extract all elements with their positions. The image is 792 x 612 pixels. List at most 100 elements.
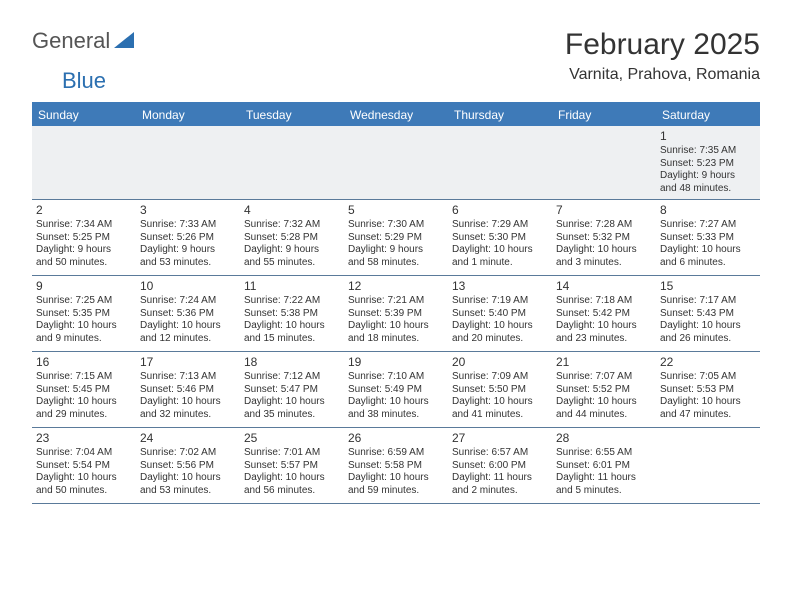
sunset-text: Sunset: 5:29 PM [348,232,444,245]
day-number: 9 [36,279,132,294]
daylight-text: Daylight: 9 hours [348,244,444,257]
day-cell: 15Sunrise: 7:17 AMSunset: 5:43 PMDayligh… [656,276,760,351]
weeks-container: 1Sunrise: 7:35 AMSunset: 5:23 PMDaylight… [32,126,760,504]
day-cell: 23Sunrise: 7:04 AMSunset: 5:54 PMDayligh… [32,428,136,503]
daylight-text: Daylight: 9 hours [36,244,132,257]
daylight-text: Daylight: 10 hours [348,320,444,333]
daylight-text: Daylight: 10 hours [348,472,444,485]
daylight-text: Daylight: 10 hours [452,396,548,409]
daylight-text: and 38 minutes. [348,409,444,422]
sunset-text: Sunset: 5:52 PM [556,384,652,397]
daylight-text: Daylight: 11 hours [452,472,548,485]
day-cell: 7Sunrise: 7:28 AMSunset: 5:32 PMDaylight… [552,200,656,275]
sunrise-text: Sunrise: 7:25 AM [36,295,132,308]
day-cell: 3Sunrise: 7:33 AMSunset: 5:26 PMDaylight… [136,200,240,275]
sunset-text: Sunset: 5:53 PM [660,384,756,397]
daylight-text: and 48 minutes. [660,183,756,196]
sunset-text: Sunset: 5:36 PM [140,308,236,321]
sunrise-text: Sunrise: 7:30 AM [348,219,444,232]
day-cell: 6Sunrise: 7:29 AMSunset: 5:30 PMDaylight… [448,200,552,275]
sunrise-text: Sunrise: 7:21 AM [348,295,444,308]
day-number: 5 [348,203,444,218]
sunset-text: Sunset: 5:32 PM [556,232,652,245]
dayhead: Wednesday [344,104,448,126]
sunset-text: Sunset: 5:42 PM [556,308,652,321]
sunrise-text: Sunrise: 7:15 AM [36,371,132,384]
day-number: 3 [140,203,236,218]
daylight-text: and 44 minutes. [556,409,652,422]
day-cell: 14Sunrise: 7:18 AMSunset: 5:42 PMDayligh… [552,276,656,351]
day-cell: 27Sunrise: 6:57 AMSunset: 6:00 PMDayligh… [448,428,552,503]
sunset-text: Sunset: 5:47 PM [244,384,340,397]
day-number: 20 [452,355,548,370]
title-block: February 2025 Varnita, Prahova, Romania [565,28,760,84]
day-number: 1 [660,129,756,144]
daylight-text: and 59 minutes. [348,485,444,498]
daylight-text: Daylight: 10 hours [244,320,340,333]
empty-cell [552,126,656,199]
day-cell: 1Sunrise: 7:35 AMSunset: 5:23 PMDaylight… [656,126,760,199]
week-row: 9Sunrise: 7:25 AMSunset: 5:35 PMDaylight… [32,276,760,352]
daylight-text: Daylight: 10 hours [36,472,132,485]
daylight-text: Daylight: 11 hours [556,472,652,485]
daylight-text: and 3 minutes. [556,257,652,270]
daylight-text: Daylight: 10 hours [660,320,756,333]
sunrise-text: Sunrise: 6:57 AM [452,447,548,460]
day-number: 22 [660,355,756,370]
empty-cell [656,428,760,503]
daylight-text: and 20 minutes. [452,333,548,346]
daylight-text: and 9 minutes. [36,333,132,346]
daylight-text: Daylight: 9 hours [244,244,340,257]
day-number: 7 [556,203,652,218]
sunrise-text: Sunrise: 7:19 AM [452,295,548,308]
daylight-text: Daylight: 10 hours [244,472,340,485]
day-cell: 13Sunrise: 7:19 AMSunset: 5:40 PMDayligh… [448,276,552,351]
daylight-text: Daylight: 10 hours [36,320,132,333]
sunset-text: Sunset: 5:33 PM [660,232,756,245]
sunset-text: Sunset: 5:45 PM [36,384,132,397]
brand-part1: General [32,28,110,54]
sunrise-text: Sunrise: 7:22 AM [244,295,340,308]
dayhead: Saturday [656,104,760,126]
sunset-text: Sunset: 5:54 PM [36,460,132,473]
day-cell: 4Sunrise: 7:32 AMSunset: 5:28 PMDaylight… [240,200,344,275]
daylight-text: and 53 minutes. [140,257,236,270]
sunset-text: Sunset: 5:50 PM [452,384,548,397]
day-number: 14 [556,279,652,294]
day-cell: 5Sunrise: 7:30 AMSunset: 5:29 PMDaylight… [344,200,448,275]
daylight-text: Daylight: 10 hours [660,244,756,257]
empty-cell [448,126,552,199]
daylight-text: Daylight: 10 hours [452,320,548,333]
daylight-text: Daylight: 10 hours [556,320,652,333]
dayhead: Friday [552,104,656,126]
week-row: 1Sunrise: 7:35 AMSunset: 5:23 PMDaylight… [32,126,760,200]
sunset-text: Sunset: 5:40 PM [452,308,548,321]
sunrise-text: Sunrise: 7:10 AM [348,371,444,384]
dayhead: Sunday [32,104,136,126]
daylight-text: and 26 minutes. [660,333,756,346]
day-number: 18 [244,355,340,370]
daylight-text: and 41 minutes. [452,409,548,422]
daylight-text: Daylight: 10 hours [244,396,340,409]
sunset-text: Sunset: 5:35 PM [36,308,132,321]
day-number: 19 [348,355,444,370]
day-number: 26 [348,431,444,446]
sunrise-text: Sunrise: 6:55 AM [556,447,652,460]
day-number: 6 [452,203,548,218]
sunrise-text: Sunrise: 7:35 AM [660,145,756,158]
dayhead: Monday [136,104,240,126]
day-cell: 8Sunrise: 7:27 AMSunset: 5:33 PMDaylight… [656,200,760,275]
day-number: 2 [36,203,132,218]
day-number: 13 [452,279,548,294]
daylight-text: Daylight: 10 hours [140,320,236,333]
sunset-text: Sunset: 6:01 PM [556,460,652,473]
sunset-text: Sunset: 5:49 PM [348,384,444,397]
daylight-text: and 47 minutes. [660,409,756,422]
sunrise-text: Sunrise: 7:34 AM [36,219,132,232]
daylight-text: Daylight: 10 hours [348,396,444,409]
sunrise-text: Sunrise: 7:27 AM [660,219,756,232]
sunrise-text: Sunrise: 7:05 AM [660,371,756,384]
triangle-icon [114,30,134,53]
empty-cell [32,126,136,199]
daylight-text: and 5 minutes. [556,485,652,498]
